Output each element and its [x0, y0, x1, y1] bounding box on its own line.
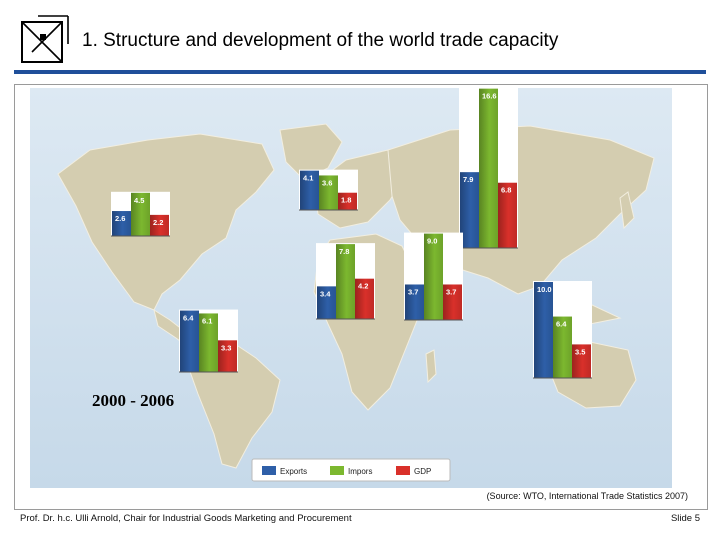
- bar-europe-gdp: [338, 192, 357, 210]
- bar-north-america-impors: [131, 192, 150, 236]
- legend-item-imports: Impors: [330, 466, 372, 476]
- bar-south-and-central-america-impors: [199, 313, 218, 372]
- bar-south-and-central-america-exports: [180, 310, 199, 372]
- bar-africa-gdp: [443, 284, 462, 320]
- legend-label-imports: Impors: [348, 467, 372, 476]
- value-label-cis-exports: 7.9: [463, 175, 473, 184]
- legend-swatch-gdp: [396, 466, 410, 475]
- greenland-shape: [279, 123, 343, 181]
- value-label-south-and-central-america-gdp: 3.3: [221, 343, 231, 352]
- value-label-europe-exports: 4.1: [303, 174, 313, 183]
- bar-groups: 2.6 4.5 2.2 4.1 3.6 1.8 7.9 16.6 6.8 3.4 7.8 4.2 3.7…: [111, 88, 592, 379]
- value-label-africa-gdp: 3.7: [446, 287, 456, 296]
- value-label-africa-exports: 3.7: [408, 287, 418, 296]
- bar-middle-east-gdp: [355, 278, 374, 319]
- value-label-cis-impors: 16.6: [482, 92, 497, 101]
- bar-group-middle-east: 3.4 7.8 4.2: [316, 243, 375, 320]
- bar-south-and-central-america-gdp: [218, 340, 237, 372]
- value-label-asia-gdp: 3.5: [575, 347, 585, 356]
- madagascar-shape: [425, 349, 437, 384]
- bar-asia-impors: [553, 316, 572, 378]
- bar-middle-east-exports: [317, 286, 336, 319]
- value-label-north-america-impors: 4.5: [134, 196, 144, 205]
- bar-middle-east-impors: [336, 244, 355, 319]
- bar-group-europe: 4.1 3.6 1.8: [299, 169, 358, 211]
- bar-north-america-exports: [112, 211, 131, 236]
- bar-europe-impors: [319, 175, 338, 210]
- value-label-south-and-central-america-exports: 6.4: [183, 314, 194, 323]
- legend-label-exports: Exports: [280, 467, 307, 476]
- bar-group-africa: 3.7 9.0 3.7: [404, 232, 463, 321]
- legend-item-exports: Exports: [262, 466, 307, 476]
- legend-label-gdp: GDP: [414, 467, 431, 476]
- bar-africa-exports: [405, 284, 424, 320]
- bar-asia-gdp: [572, 344, 591, 378]
- legend-swatch-exports: [262, 466, 276, 475]
- value-label-africa-impors: 9.0: [427, 237, 437, 246]
- bar-group-asia: 10.0 6.4 3.5: [533, 281, 592, 379]
- bar-africa-impors: [424, 233, 443, 320]
- bar-cis-exports: [460, 172, 479, 248]
- value-label-asia-impors: 6.4: [556, 320, 567, 329]
- value-label-europe-impors: 3.6: [322, 178, 332, 187]
- title-underline: [14, 70, 706, 74]
- footer-text: Prof. Dr. h.c. Ulli Arnold, Chair for In…: [20, 513, 352, 524]
- bar-cis-impors: [479, 88, 498, 248]
- bar-group-south-and-central-america: 6.4 6.1 3.3: [179, 309, 238, 373]
- world-trade-chart: 2.6 4.5 2.2 4.1 3.6 1.8 7.9 16.6 6.8 3.4 7.8 4.2 3.7…: [30, 88, 672, 488]
- bar-group-cis: 7.9 16.6 6.8: [459, 88, 518, 249]
- legend: Exports Impors GDP: [251, 458, 451, 482]
- value-label-middle-east-impors: 7.8: [339, 247, 349, 256]
- value-label-north-america-exports: 2.6: [115, 214, 125, 223]
- value-label-south-and-central-america-impors: 6.1: [202, 316, 212, 325]
- legend-swatch-imports: [330, 466, 344, 475]
- japan-shape: [619, 191, 635, 230]
- legend-item-gdp: GDP: [396, 466, 431, 476]
- value-label-asia-exports: 10.0: [537, 285, 552, 294]
- value-label-middle-east-exports: 3.4: [320, 289, 331, 298]
- source-note: (Source: WTO, International Trade Statis…: [486, 491, 688, 501]
- chair-logo-icon: [21, 15, 69, 63]
- value-label-europe-gdp: 1.8: [341, 196, 351, 205]
- legend-box: [251, 458, 451, 482]
- period-label: 2000 - 2006: [92, 391, 174, 410]
- value-label-north-america-gdp: 2.2: [153, 218, 163, 227]
- bar-asia-exports: [534, 282, 553, 378]
- bar-cis-gdp: [498, 182, 517, 248]
- slide-title: 1. Structure and development of the worl…: [82, 30, 559, 51]
- bar-europe-exports: [300, 170, 319, 210]
- slide-number: Slide 5: [670, 513, 700, 524]
- value-label-cis-gdp: 6.8: [501, 186, 511, 195]
- bar-group-north-america: 2.6 4.5 2.2: [111, 191, 170, 237]
- footer-divider: [14, 509, 706, 510]
- value-label-middle-east-gdp: 4.2: [358, 282, 368, 291]
- bar-north-america-gdp: [150, 214, 169, 236]
